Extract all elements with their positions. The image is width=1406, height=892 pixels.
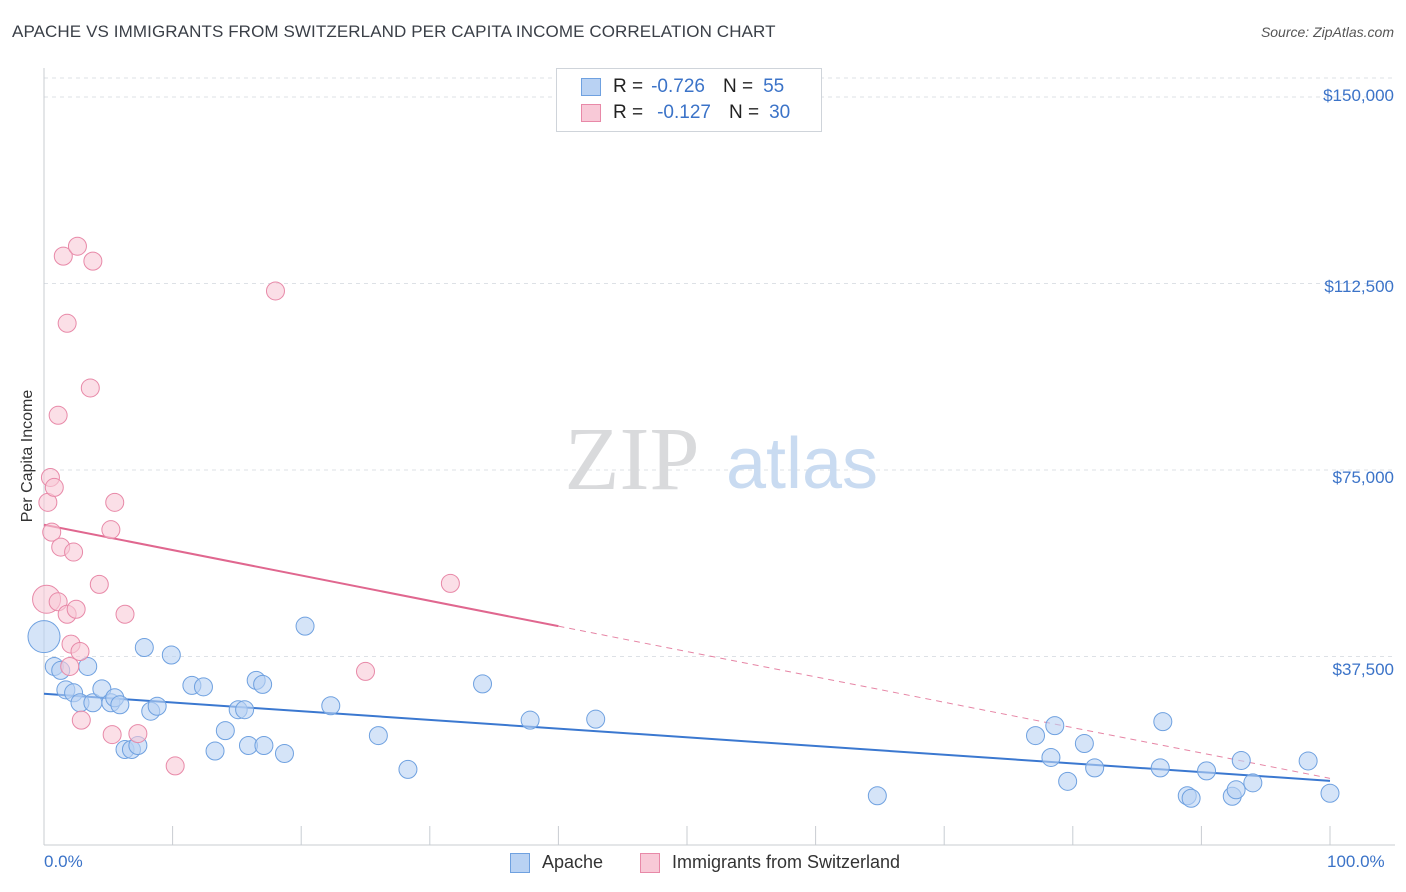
r-label: R =	[613, 102, 644, 123]
data-point-series-1-6	[48, 405, 68, 425]
data-point-series-0-20	[193, 677, 213, 697]
legend-row-apache: R = -0.726 N = 55	[581, 75, 784, 99]
n-value-apache: 55	[763, 76, 785, 97]
data-point-series-0-22	[215, 721, 235, 741]
data-point-series-0-15	[134, 638, 154, 658]
watermark-atlas: atlas	[726, 424, 878, 504]
x-tick-label-max: 100.0%	[1327, 852, 1385, 871]
data-point-series-1-17	[71, 710, 91, 730]
data-point-series-0-35	[520, 710, 540, 730]
data-point-series-1-9	[57, 313, 77, 333]
data-point-series-0-53	[1298, 751, 1318, 771]
grid-lines	[44, 77, 1395, 657]
y-tick-label-112500: $112,500	[1324, 277, 1394, 296]
n-value-switzerland: 30	[769, 102, 791, 123]
data-point-series-0-38	[1026, 726, 1046, 746]
n-label: N =	[728, 102, 760, 123]
data-point-series-0-0	[27, 620, 61, 654]
data-point-series-1-26	[165, 756, 185, 776]
data-point-series-1-22	[102, 725, 122, 745]
data-point-series-0-44	[1150, 758, 1170, 778]
data-point-series-0-41	[1058, 771, 1078, 791]
data-point-series-0-18	[161, 645, 181, 665]
trend-lines	[43, 523, 1331, 782]
data-point-series-1-21	[101, 520, 121, 540]
series-legend: Apache Immigrants from Switzerland	[0, 852, 1406, 878]
watermark: ZIP atlas	[565, 410, 879, 509]
data-point-series-1-14	[66, 599, 86, 619]
data-point-series-0-42	[1074, 734, 1094, 754]
correlation-legend: R = -0.726 N = 55 R = -0.127 N = 30	[556, 68, 822, 132]
data-point-series-1-25	[128, 724, 148, 744]
data-point-series-1-27	[265, 281, 285, 301]
data-point-series-0-11	[110, 695, 130, 715]
data-point-series-0-40	[1045, 716, 1065, 736]
legend-swatch-switzerland	[581, 104, 601, 122]
legend-swatch-apache	[510, 852, 530, 873]
x-tick-label-min: 0.0%	[44, 852, 83, 871]
legend-swatch-switzerland	[640, 852, 660, 873]
data-point-series-1-23	[105, 492, 125, 512]
legend-item-apache: Apache	[510, 852, 603, 873]
data-point-series-1-8	[53, 246, 73, 266]
data-point-series-0-50	[1226, 780, 1246, 800]
y-tick-label-37500: $37,500	[1332, 660, 1394, 679]
data-point-series-0-31	[321, 696, 341, 716]
legend-row-switzerland: R = -0.127 N = 30	[581, 101, 790, 125]
data-point-series-1-3	[42, 522, 62, 542]
data-point-series-0-51	[1231, 750, 1251, 770]
data-point-series-0-17	[147, 696, 167, 716]
data-point-series-0-52	[1243, 773, 1263, 793]
y-tick-label-75000: $75,000	[1332, 468, 1394, 487]
data-point-series-1-18	[80, 378, 100, 398]
data-point-series-1-28	[356, 661, 375, 681]
data-point-series-0-34	[473, 674, 493, 694]
data-point-series-0-43	[1085, 758, 1105, 778]
trend-line-series-1	[43, 523, 559, 628]
data-point-series-1-13	[64, 542, 84, 562]
legend-swatch-apache	[581, 78, 601, 96]
data-point-series-0-33	[398, 759, 418, 779]
data-point-series-0-48	[1197, 761, 1217, 781]
data-point-series-0-54	[1320, 783, 1340, 803]
legend-item-switzerland: Immigrants from Switzerland	[640, 852, 900, 873]
data-point-series-0-32	[368, 726, 388, 746]
r-value-apache: -0.726	[651, 76, 705, 97]
n-label: N =	[722, 76, 754, 97]
y-tick-label-150000: $150,000	[1323, 86, 1394, 105]
data-points	[27, 236, 1340, 808]
watermark-zip: ZIP	[565, 410, 700, 509]
data-point-series-0-45	[1153, 712, 1173, 732]
r-value-switzerland: -0.127	[657, 102, 711, 123]
data-point-series-1-11	[60, 656, 80, 676]
legend-label-switzerland: Immigrants from Switzerland	[672, 852, 901, 872]
r-label: R =	[613, 76, 644, 97]
data-point-series-1-24	[115, 604, 135, 624]
data-point-series-1-19	[83, 251, 103, 271]
data-point-series-0-39	[1041, 747, 1061, 767]
legend-label-apache: Apache	[542, 852, 604, 872]
data-point-series-0-29	[274, 743, 294, 763]
data-point-series-1-15	[67, 236, 87, 256]
data-point-series-0-30	[295, 616, 315, 636]
chart-title: APACHE VS IMMIGRANTS FROM SWITZERLAND PE…	[12, 22, 776, 41]
data-point-series-0-24	[235, 700, 255, 720]
data-point-series-0-27	[253, 674, 273, 694]
data-point-series-1-20	[89, 574, 109, 594]
data-point-series-1-29	[440, 573, 460, 593]
data-point-series-0-21	[205, 741, 225, 761]
data-point-series-0-37	[867, 786, 887, 806]
data-point-series-0-47	[1181, 788, 1201, 808]
data-point-series-0-36	[586, 709, 606, 729]
trend-line-series-0	[43, 692, 1331, 782]
data-point-series-1-4	[44, 477, 64, 497]
data-point-series-0-28	[254, 736, 274, 756]
axes	[43, 68, 1395, 846]
source-label: Source: ZipAtlas.com	[1260, 24, 1394, 40]
data-point-series-1-16	[70, 642, 90, 662]
